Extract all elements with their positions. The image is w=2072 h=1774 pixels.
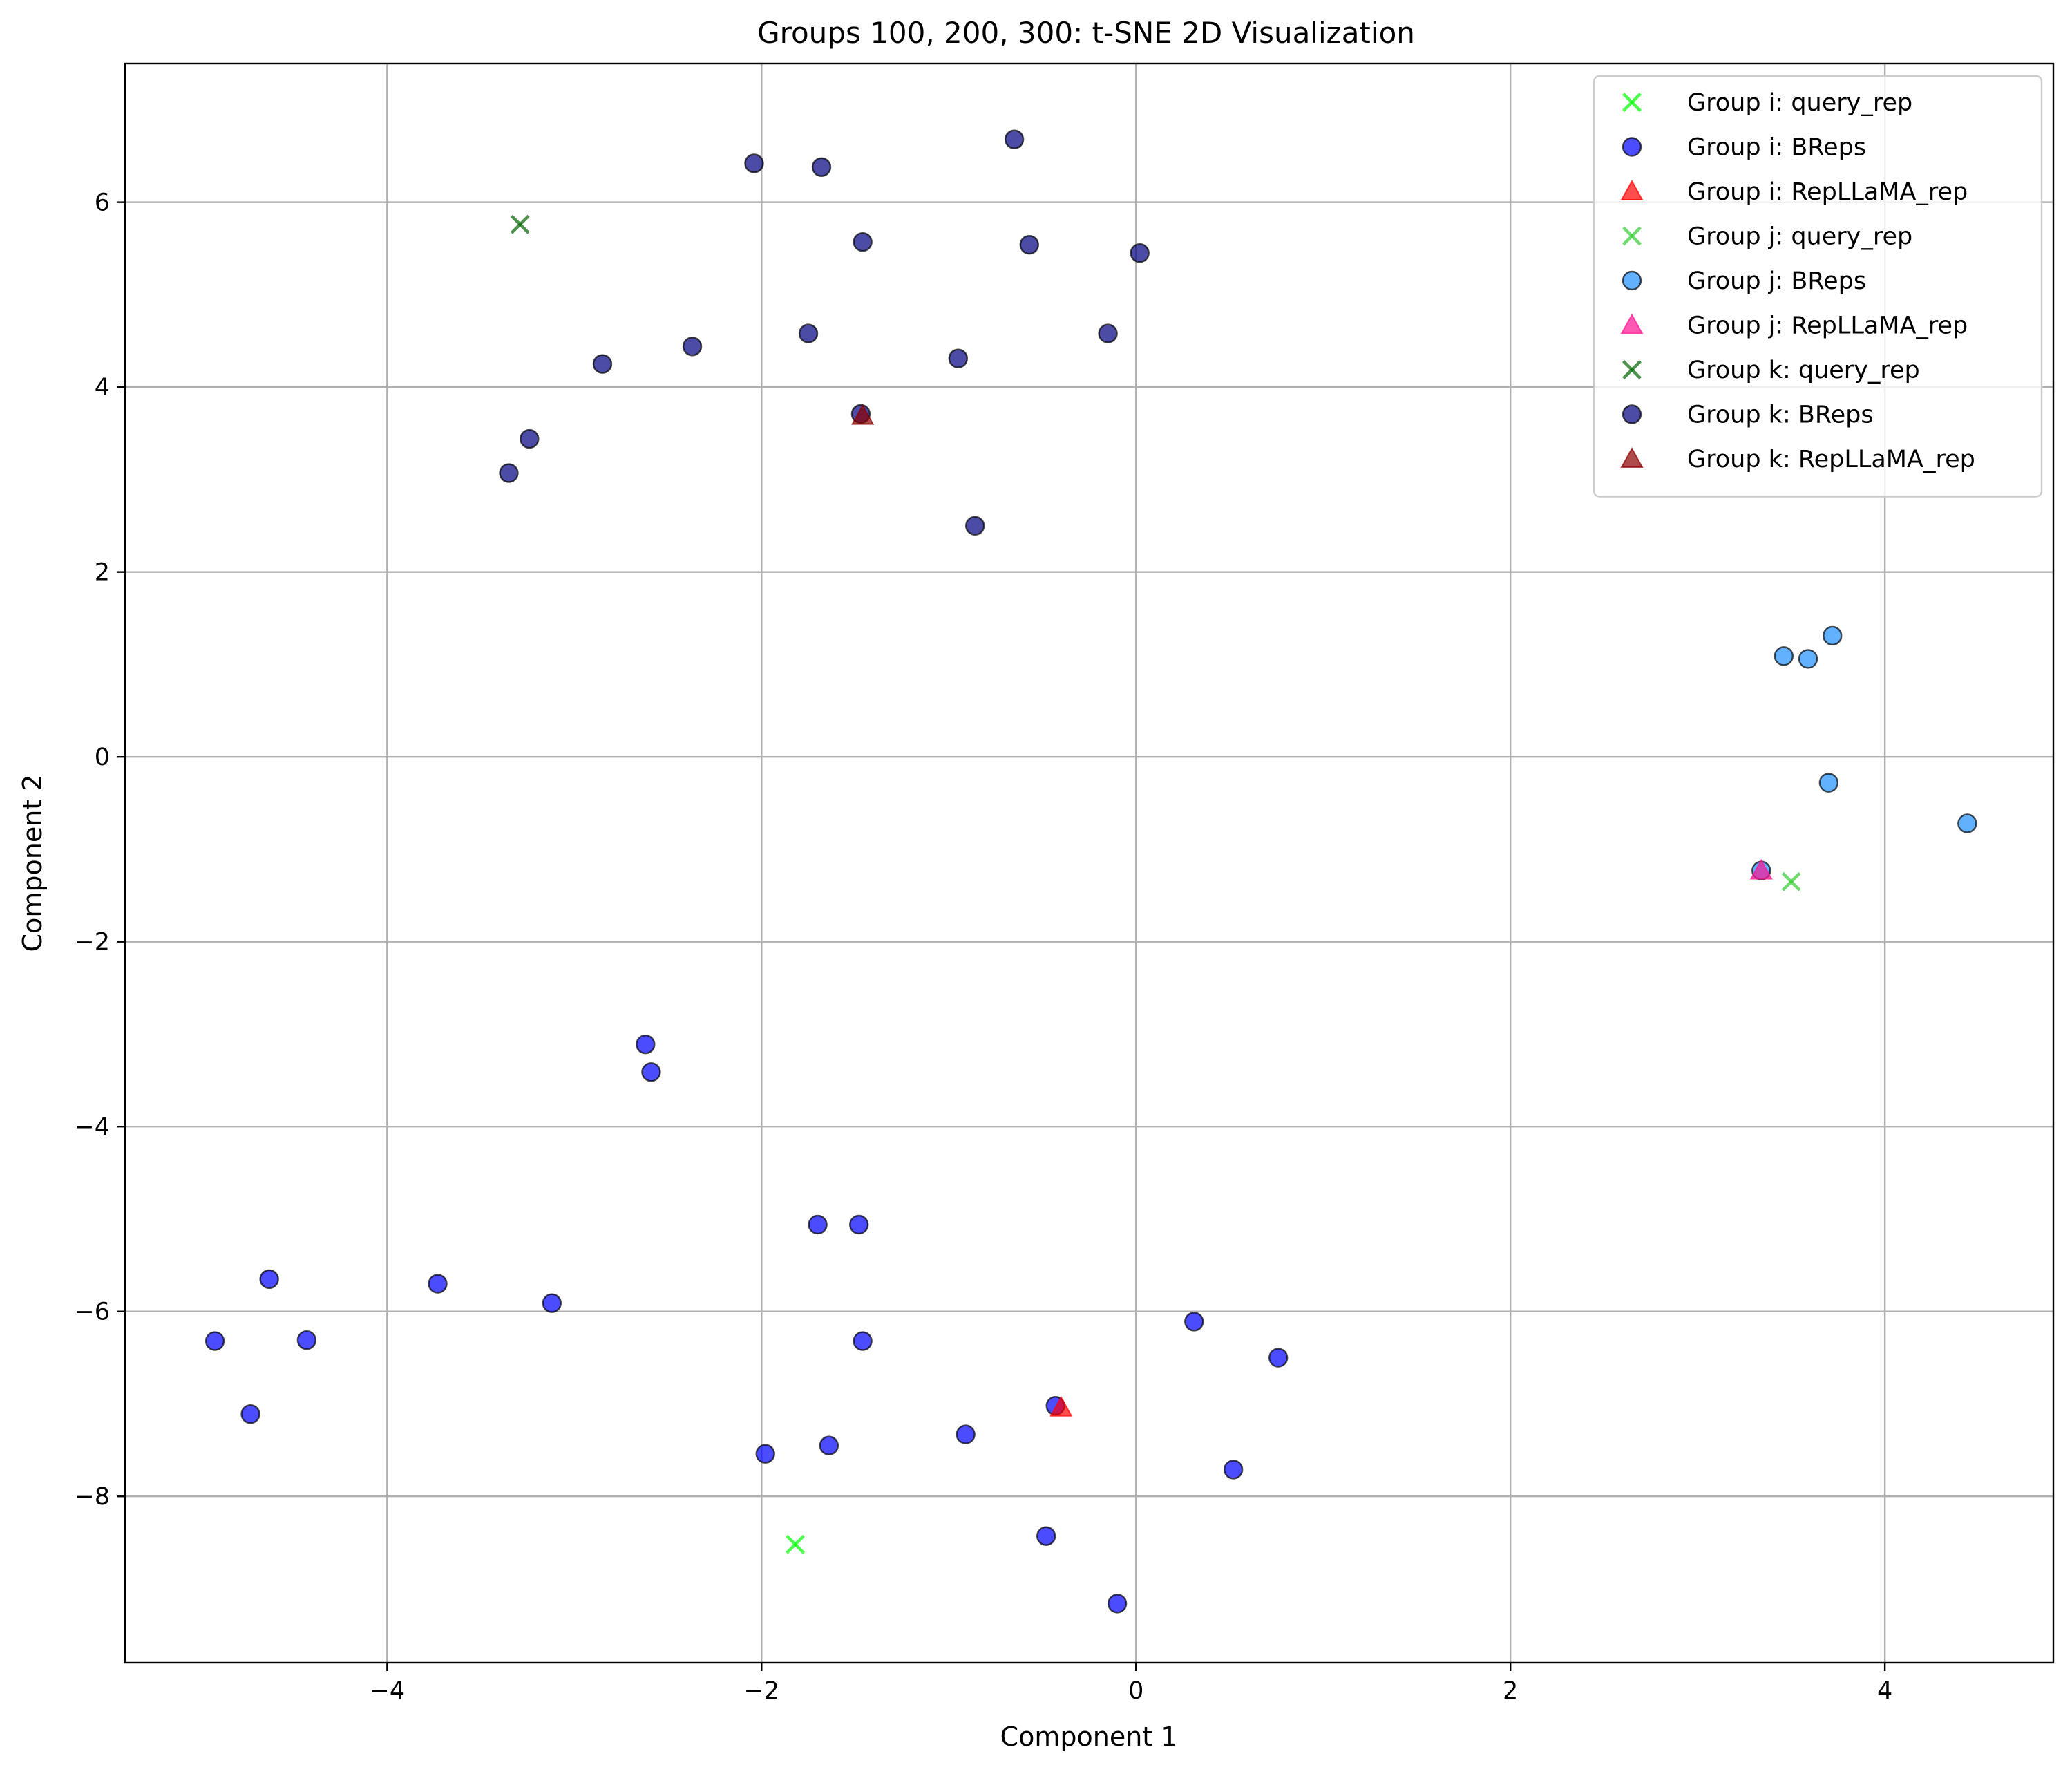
legend-label-group-i-query-rep: Group i: query_rep	[1687, 89, 1912, 117]
axis-ticks: −4 −2 0 2 4 −8 −6 −4 −2 0 2 4 6	[74, 189, 1892, 1705]
point-group-k-breps	[798, 323, 819, 343]
point-group-i-breps	[542, 1293, 562, 1313]
point-group-k-breps	[1098, 323, 1118, 343]
point-group-j-breps	[1818, 773, 1839, 793]
point-group-i-breps	[956, 1424, 976, 1444]
point-group-k-breps	[1004, 129, 1025, 149]
point-group-i-breps	[296, 1330, 317, 1350]
data-points	[205, 129, 1977, 1614]
point-group-i-breps	[808, 1214, 828, 1235]
point-group-k-repllama-rep	[850, 404, 875, 425]
legend-label-group-k-query-rep: Group k: query_rep	[1687, 357, 1920, 384]
x-tick-label: −2	[743, 1677, 779, 1705]
point-group-i-repllama-rep	[1049, 1395, 1073, 1417]
point-group-i-breps	[205, 1331, 225, 1351]
y-tick-label: 4	[95, 374, 110, 402]
legend-label-group-k-repllama-rep: Group k: RepLLaMA_rep	[1687, 446, 1975, 473]
y-tick-label: 0	[95, 744, 110, 771]
legend-label-group-i-repllama-rep: Group i: RepLLaMA_rep	[1687, 178, 1968, 206]
point-group-k-breps	[948, 348, 969, 368]
legend-marker-group-i-query-rep-stroke	[1622, 93, 1642, 112]
point-group-k-query-rep-stroke	[510, 214, 530, 234]
y-tick-label: −6	[74, 1299, 110, 1326]
point-group-k-breps	[520, 428, 540, 449]
legend-marker-group-j-query-rep	[1622, 226, 1642, 246]
point-group-k-breps	[499, 463, 519, 483]
legend-label-group-k-breps: Group k: BReps	[1687, 402, 1874, 429]
legend: Group i: query_rep Group i: BReps Group i:…	[1593, 75, 2043, 498]
legend-marker-group-k-repllama-rep	[1620, 446, 1644, 468]
point-group-k-breps	[1019, 234, 1039, 255]
point-group-i-breps	[1107, 1594, 1128, 1614]
point-group-i-breps	[1184, 1312, 1204, 1332]
x-tick-label: 2	[1503, 1677, 1518, 1705]
legend-marker-group-j-repllama-rep	[1620, 313, 1644, 334]
legend-marker-group-k-query-rep	[1622, 360, 1642, 379]
y-tick-label: −4	[74, 1113, 110, 1141]
point-group-i-breps	[853, 1331, 873, 1351]
point-group-i-query-rep	[786, 1534, 806, 1554]
x-tick-label: 0	[1128, 1677, 1143, 1705]
point-group-i-breps	[259, 1269, 279, 1290]
point-group-i-breps	[636, 1034, 656, 1055]
y-axis-label: Component 2	[17, 775, 48, 952]
point-group-i-breps	[849, 1214, 869, 1235]
x-tick-label: 4	[1877, 1677, 1892, 1705]
y-tick-label: −8	[74, 1483, 110, 1511]
point-group-k-breps	[853, 232, 873, 252]
point-group-j-repllama-rep	[1749, 858, 1773, 880]
point-group-j-query-rep	[1781, 871, 1801, 891]
point-group-i-breps	[641, 1062, 661, 1082]
point-group-i-breps	[428, 1274, 448, 1294]
y-tick-label: 6	[95, 189, 110, 217]
point-group-j-breps	[1774, 646, 1794, 666]
point-group-j-breps	[1798, 649, 1818, 669]
legend-label-group-j-query-rep: Group j: query_rep	[1687, 223, 1912, 251]
point-group-j-breps	[1823, 625, 1843, 646]
legend-marker-group-j-breps	[1622, 270, 1642, 291]
point-group-i-breps	[819, 1435, 839, 1455]
point-group-k-breps	[1130, 243, 1150, 263]
legend-marker-group-k-query-rep-stroke	[1622, 360, 1642, 379]
y-tick-label: 2	[95, 559, 110, 587]
legend-box	[1593, 75, 2043, 498]
point-group-i-breps	[1223, 1460, 1244, 1480]
legend-label-group-j-repllama-rep: Group j: RepLLaMA_rep	[1687, 312, 1968, 340]
point-group-i-breps	[1036, 1526, 1056, 1546]
legend-marker-group-i-repllama-rep	[1620, 179, 1644, 200]
legend-marker-group-j-query-rep-stroke	[1622, 226, 1642, 246]
chart-title: Groups 100, 200, 300: t-SNE 2D Visualiza…	[757, 16, 1415, 50]
legend-label-group-j-breps: Group j: BReps	[1687, 267, 1866, 295]
y-tick-label: −2	[74, 929, 110, 956]
point-group-j-breps	[1957, 813, 1977, 833]
x-tick-label: −4	[370, 1677, 406, 1705]
legend-marker-group-i-query-rep	[1622, 93, 1642, 112]
point-group-i-breps	[1268, 1348, 1289, 1368]
point-group-k-breps	[682, 337, 703, 357]
x-axis-label: Component 1	[1000, 1721, 1178, 1752]
legend-marker-group-i-breps	[1622, 137, 1642, 157]
point-group-i-query-rep-stroke	[786, 1534, 806, 1554]
point-group-k-query-rep	[510, 214, 530, 234]
point-group-j-query-rep-stroke	[1781, 871, 1801, 891]
plot-area-frame	[124, 62, 2055, 1664]
point-group-k-breps	[592, 354, 613, 374]
point-group-k-breps	[811, 157, 832, 178]
legend-marker-group-k-breps	[1622, 404, 1642, 424]
point-group-k-breps	[965, 516, 985, 536]
point-group-i-breps	[755, 1444, 775, 1464]
point-group-i-breps	[240, 1404, 260, 1424]
point-group-k-breps	[744, 153, 764, 173]
legend-label-group-i-breps: Group i: BReps	[1687, 134, 1866, 162]
